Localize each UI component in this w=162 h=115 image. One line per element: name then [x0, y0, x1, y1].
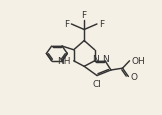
Text: OH: OH [132, 57, 146, 66]
Text: N: N [102, 55, 109, 63]
Text: O: O [131, 72, 138, 81]
Text: F: F [64, 20, 70, 29]
Text: F: F [99, 20, 104, 29]
Text: Cl: Cl [93, 80, 101, 88]
Text: N: N [93, 55, 99, 63]
Text: F: F [82, 11, 87, 20]
Text: NH: NH [57, 57, 70, 66]
